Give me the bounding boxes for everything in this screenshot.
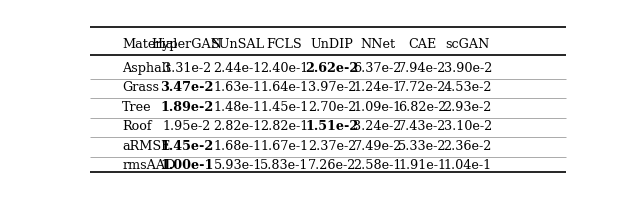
Text: 1.00e-1: 1.00e-1 <box>160 159 213 172</box>
Text: 4.53e-2: 4.53e-2 <box>444 81 492 94</box>
Text: Grass: Grass <box>122 81 159 94</box>
Text: UnDIP: UnDIP <box>310 38 353 51</box>
Text: 6.82e-2: 6.82e-2 <box>398 101 447 114</box>
Text: 3.10e-2: 3.10e-2 <box>444 120 492 133</box>
Text: 5.83e-1: 5.83e-1 <box>260 159 308 172</box>
Text: 1.04e-1: 1.04e-1 <box>444 159 492 172</box>
Text: Tree: Tree <box>122 101 152 114</box>
Text: 2.58e-1: 2.58e-1 <box>353 159 402 172</box>
Text: aRMSE: aRMSE <box>122 139 170 152</box>
Text: NNet: NNet <box>360 38 395 51</box>
Text: 2.70e-2: 2.70e-2 <box>308 101 356 114</box>
Text: 1.48e-1: 1.48e-1 <box>214 101 262 114</box>
Text: SUnSAL: SUnSAL <box>211 38 265 51</box>
Text: rmsAAD: rmsAAD <box>122 159 175 172</box>
Text: Material: Material <box>122 38 177 51</box>
Text: 1.51e-2: 1.51e-2 <box>305 120 358 133</box>
Text: 7.43e-2: 7.43e-2 <box>398 120 447 133</box>
Text: 1.45e-2: 1.45e-2 <box>160 139 213 152</box>
Text: 1.91e-1: 1.91e-1 <box>398 159 446 172</box>
Text: 2.82e-1: 2.82e-1 <box>214 120 262 133</box>
Text: HyperGAN: HyperGAN <box>151 38 222 51</box>
Text: 1.24e-1: 1.24e-1 <box>353 81 402 94</box>
Text: 2.62e-2: 2.62e-2 <box>305 62 358 75</box>
Text: 6.37e-2: 6.37e-2 <box>353 62 402 75</box>
Text: 3.90e-2: 3.90e-2 <box>444 62 492 75</box>
Text: 1.67e-1: 1.67e-1 <box>260 139 308 152</box>
Text: 1.89e-2: 1.89e-2 <box>160 101 213 114</box>
Text: 3.31e-2: 3.31e-2 <box>163 62 211 75</box>
Text: 1.45e-1: 1.45e-1 <box>260 101 308 114</box>
Text: 3.47e-2: 3.47e-2 <box>160 81 213 94</box>
Text: 3.24e-2: 3.24e-2 <box>353 120 402 133</box>
Text: CAE: CAE <box>408 38 436 51</box>
Text: 5.93e-1: 5.93e-1 <box>214 159 262 172</box>
Text: 7.26e-2: 7.26e-2 <box>308 159 356 172</box>
Text: 2.93e-2: 2.93e-2 <box>444 101 492 114</box>
Text: 1.95e-2: 1.95e-2 <box>163 120 211 133</box>
Text: 1.63e-1: 1.63e-1 <box>214 81 262 94</box>
Text: 1.64e-1: 1.64e-1 <box>260 81 308 94</box>
Text: 2.37e-2: 2.37e-2 <box>308 139 356 152</box>
Text: Asphalt: Asphalt <box>122 62 171 75</box>
Text: scGAN: scGAN <box>445 38 490 51</box>
Text: 7.94e-2: 7.94e-2 <box>398 62 447 75</box>
Text: FCLS: FCLS <box>266 38 302 51</box>
Text: Roof: Roof <box>122 120 152 133</box>
Text: 7.49e-2: 7.49e-2 <box>353 139 402 152</box>
Text: 2.82e-1: 2.82e-1 <box>260 120 308 133</box>
Text: 2.36e-2: 2.36e-2 <box>444 139 492 152</box>
Text: 2.40e-1: 2.40e-1 <box>260 62 308 75</box>
Text: 2.44e-1: 2.44e-1 <box>214 62 262 75</box>
Text: 1.68e-1: 1.68e-1 <box>214 139 262 152</box>
Text: 3.97e-2: 3.97e-2 <box>308 81 356 94</box>
Text: 5.33e-2: 5.33e-2 <box>398 139 447 152</box>
Text: 7.72e-2: 7.72e-2 <box>398 81 447 94</box>
Text: 1.09e-1: 1.09e-1 <box>353 101 402 114</box>
